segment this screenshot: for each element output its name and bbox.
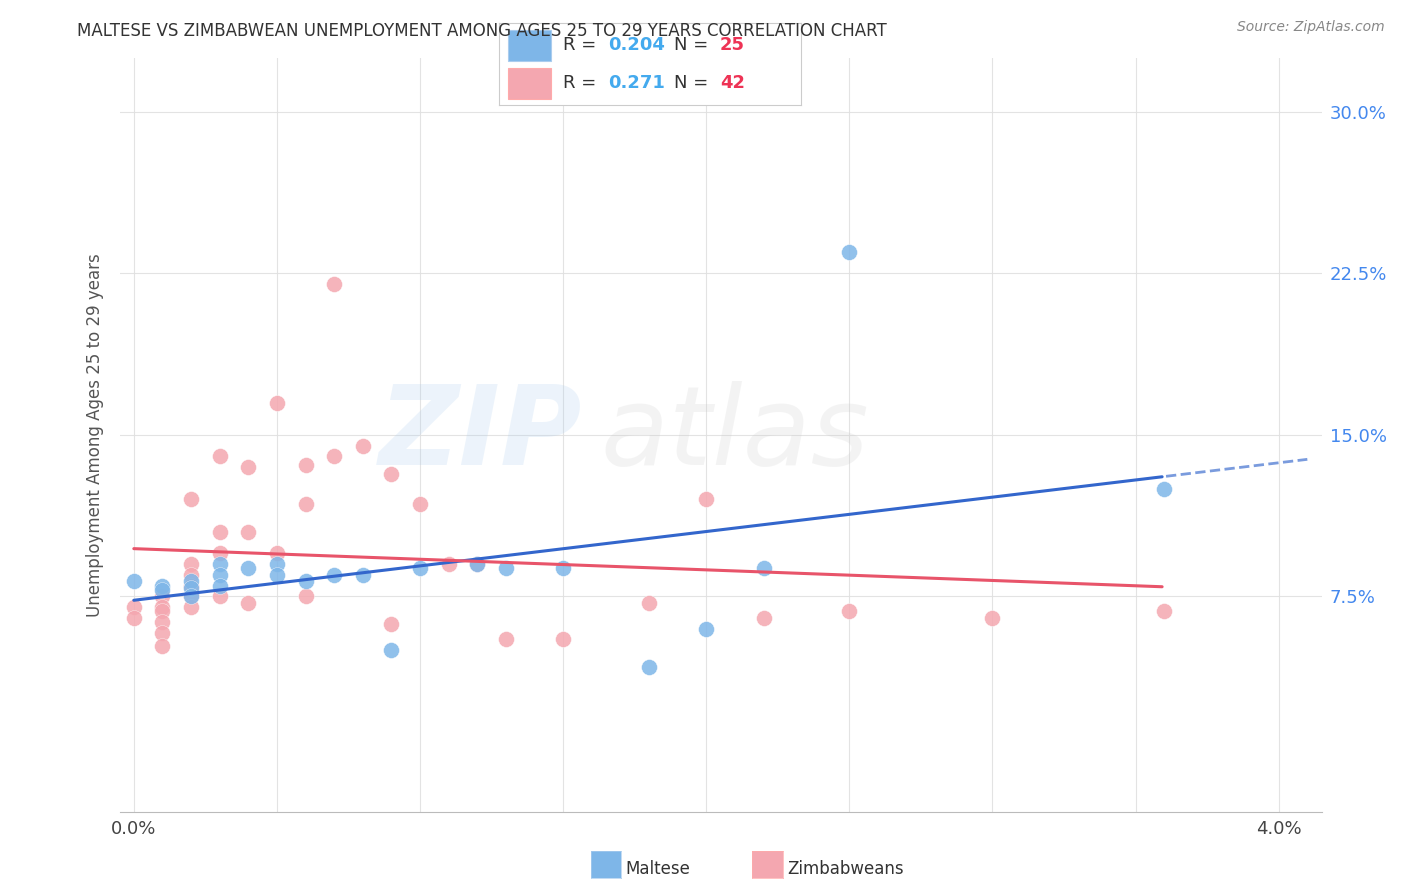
Point	[352, 567, 374, 582]
Point	[553, 632, 575, 647]
Text: atlas: atlas	[600, 382, 869, 488]
Point	[180, 590, 202, 604]
Point	[380, 643, 402, 657]
Point	[352, 439, 374, 453]
Point	[695, 622, 717, 636]
Point	[238, 596, 260, 610]
Point	[380, 467, 402, 481]
Point	[152, 600, 174, 615]
Point	[180, 600, 202, 615]
Point	[409, 561, 432, 575]
Text: R =: R =	[562, 74, 602, 92]
Point	[238, 524, 260, 539]
Point	[1153, 604, 1175, 618]
Point	[180, 574, 202, 589]
Point	[208, 578, 231, 592]
Point	[152, 626, 174, 640]
Point	[294, 497, 316, 511]
Point	[323, 450, 346, 464]
Point	[180, 590, 202, 604]
Point	[152, 639, 174, 653]
Point	[208, 557, 231, 571]
Point	[122, 600, 145, 615]
Point	[122, 574, 145, 589]
Bar	[508, 68, 551, 99]
Point	[638, 596, 661, 610]
Point	[553, 561, 575, 575]
Point	[495, 632, 517, 647]
Point	[208, 590, 231, 604]
Point	[152, 615, 174, 630]
Point	[180, 492, 202, 507]
Point	[266, 557, 288, 571]
Text: Source: ZipAtlas.com: Source: ZipAtlas.com	[1237, 20, 1385, 34]
Point	[380, 617, 402, 632]
Text: N =: N =	[675, 74, 714, 92]
Text: 0.204: 0.204	[607, 37, 665, 54]
Point	[1153, 482, 1175, 496]
Point	[323, 567, 346, 582]
Point	[323, 277, 346, 292]
Point	[437, 557, 460, 571]
Point	[152, 604, 174, 618]
Text: Maltese: Maltese	[626, 860, 690, 878]
Point	[152, 578, 174, 592]
Point	[238, 460, 260, 475]
Point	[266, 395, 288, 409]
Point	[495, 561, 517, 575]
Point	[752, 561, 775, 575]
Point	[465, 557, 488, 571]
Point	[152, 582, 174, 597]
Point	[238, 561, 260, 575]
Text: Zimbabweans: Zimbabweans	[787, 860, 904, 878]
Point	[838, 244, 860, 259]
Point	[266, 546, 288, 560]
Text: MALTESE VS ZIMBABWEAN UNEMPLOYMENT AMONG AGES 25 TO 29 YEARS CORRELATION CHART: MALTESE VS ZIMBABWEAN UNEMPLOYMENT AMONG…	[77, 22, 887, 40]
Point	[208, 546, 231, 560]
Point	[294, 574, 316, 589]
Bar	[508, 29, 551, 61]
Point	[180, 567, 202, 582]
Text: 0.271: 0.271	[607, 74, 665, 92]
Point	[152, 590, 174, 604]
Point	[409, 497, 432, 511]
Point	[465, 557, 488, 571]
Point	[981, 611, 1004, 625]
Point	[180, 578, 202, 592]
Text: 42: 42	[720, 74, 745, 92]
Point	[695, 492, 717, 507]
Text: 25: 25	[720, 37, 745, 54]
Point	[266, 567, 288, 582]
Point	[180, 557, 202, 571]
Point	[838, 604, 860, 618]
Text: R =: R =	[562, 37, 602, 54]
Point	[294, 590, 316, 604]
Point	[638, 660, 661, 674]
Text: ZIP: ZIP	[378, 382, 582, 488]
Point	[208, 567, 231, 582]
Text: N =: N =	[675, 37, 714, 54]
Point	[208, 524, 231, 539]
Point	[122, 611, 145, 625]
Point	[180, 581, 202, 595]
Point	[294, 458, 316, 472]
Point	[752, 611, 775, 625]
Y-axis label: Unemployment Among Ages 25 to 29 years: Unemployment Among Ages 25 to 29 years	[86, 253, 104, 616]
Point	[208, 450, 231, 464]
